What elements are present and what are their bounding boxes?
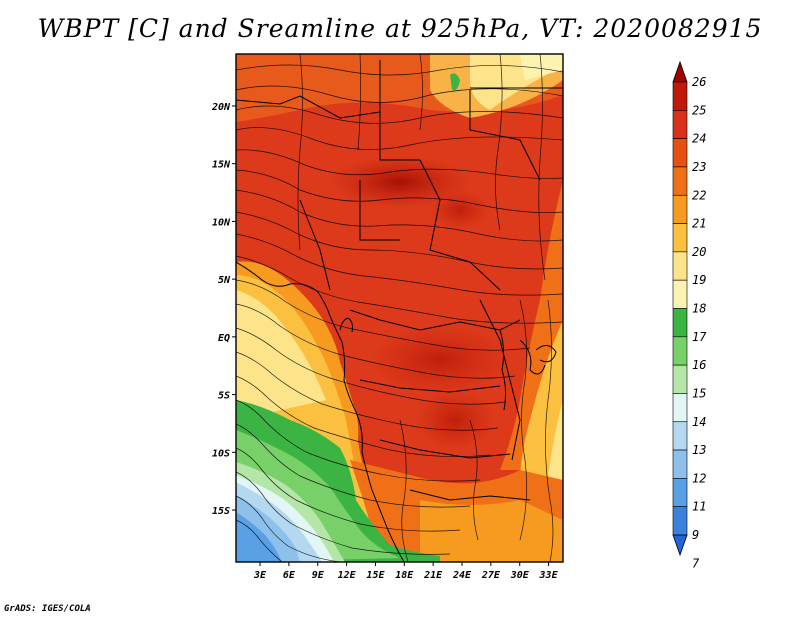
lon-tick-label: 30E bbox=[510, 570, 530, 581]
colorbar-segment bbox=[672, 308, 688, 338]
lon-tick-label: 12E bbox=[338, 570, 357, 581]
lat-tick-label: 20N bbox=[211, 102, 231, 113]
colorbar-segment bbox=[672, 251, 688, 281]
colorbar-bottom-arrow bbox=[672, 534, 688, 557]
longitude-axis: 3E 6E 9E 12E 15E 18E 21E 24E 27E 30E 33E bbox=[253, 562, 559, 581]
colorbar-label: 23 bbox=[692, 160, 706, 174]
colorbar-segment bbox=[672, 336, 688, 366]
colorbar-label: 26 bbox=[692, 75, 706, 89]
lon-tick-label: 6E bbox=[283, 570, 296, 581]
lon-tick-label: 21E bbox=[423, 570, 443, 581]
colorbar-label: 19 bbox=[692, 273, 706, 287]
colorbar-label: 25 bbox=[692, 103, 706, 117]
colorbar-label: 24 bbox=[692, 132, 706, 146]
colorbar-top-arrow bbox=[672, 60, 688, 83]
map-title: WBPT [C] and Sreamline at 925hPa, VT: 20… bbox=[37, 14, 763, 43]
lon-tick-label: 33E bbox=[539, 570, 559, 581]
colorbar-label: 9 bbox=[692, 528, 699, 542]
colorbar-segment bbox=[672, 279, 688, 309]
colorbar-label: 15 bbox=[692, 386, 706, 400]
grads-credit: GrADS: IGES/COLA bbox=[4, 604, 91, 614]
lat-tick-label: EQ bbox=[218, 333, 230, 344]
map-frame bbox=[235, 53, 564, 563]
colorbar-label: 22 bbox=[692, 188, 706, 202]
lat-tick-label: 10S bbox=[212, 448, 230, 459]
lon-tick-label: 3E bbox=[253, 570, 267, 581]
colorbar: 26 25 24 23 22 21 20 19 18 17 16 15 14 13 12 11 9 7 bbox=[672, 60, 707, 570]
colorbar-label: 11 bbox=[692, 500, 706, 514]
colorbar-segment bbox=[672, 138, 688, 168]
coastline-borders bbox=[236, 60, 563, 562]
colorbar-segment bbox=[672, 194, 688, 224]
temperature-field bbox=[236, 54, 563, 562]
colorbar-segment bbox=[672, 421, 688, 451]
colorbar-label: 14 bbox=[692, 415, 706, 429]
lon-tick-label: 27E bbox=[481, 570, 501, 581]
colorbar-segment bbox=[672, 81, 688, 111]
lat-tick-label: 15S bbox=[212, 506, 230, 517]
colorbar-label: 17 bbox=[692, 330, 707, 344]
colorbar-label: 18 bbox=[692, 302, 706, 316]
colorbar-segment bbox=[672, 449, 688, 479]
lat-tick-label: 5N bbox=[218, 275, 231, 286]
colorbar-segment bbox=[672, 478, 688, 507]
colorbar-segment bbox=[672, 223, 688, 253]
colorbar-label: 7 bbox=[692, 556, 700, 570]
colorbar-segment bbox=[672, 393, 688, 423]
colorbar-label: 16 bbox=[692, 358, 706, 372]
colorbar-segment bbox=[672, 166, 688, 196]
colorbar-label: 21 bbox=[692, 217, 706, 231]
lon-tick-label: 18E bbox=[395, 570, 414, 581]
latitude-axis: 20N 15N 10N 5N EQ 5S 10S 15S bbox=[211, 102, 236, 517]
lon-tick-label: 15E bbox=[366, 570, 385, 581]
colorbar-label: 13 bbox=[692, 443, 706, 457]
lon-tick-label: 9E bbox=[312, 570, 325, 581]
colorbar-label: 12 bbox=[692, 471, 706, 485]
colorbar-segment bbox=[672, 110, 688, 139]
colorbar-segment bbox=[672, 506, 688, 536]
colorbar-segment bbox=[672, 364, 688, 394]
lat-tick-label: 5S bbox=[218, 391, 230, 402]
lat-tick-label: 15N bbox=[212, 160, 231, 171]
colorbar-label: 20 bbox=[692, 245, 706, 259]
lon-tick-label: 24E bbox=[452, 570, 472, 581]
lat-tick-label: 10N bbox=[212, 217, 231, 228]
streamlines bbox=[236, 54, 563, 562]
